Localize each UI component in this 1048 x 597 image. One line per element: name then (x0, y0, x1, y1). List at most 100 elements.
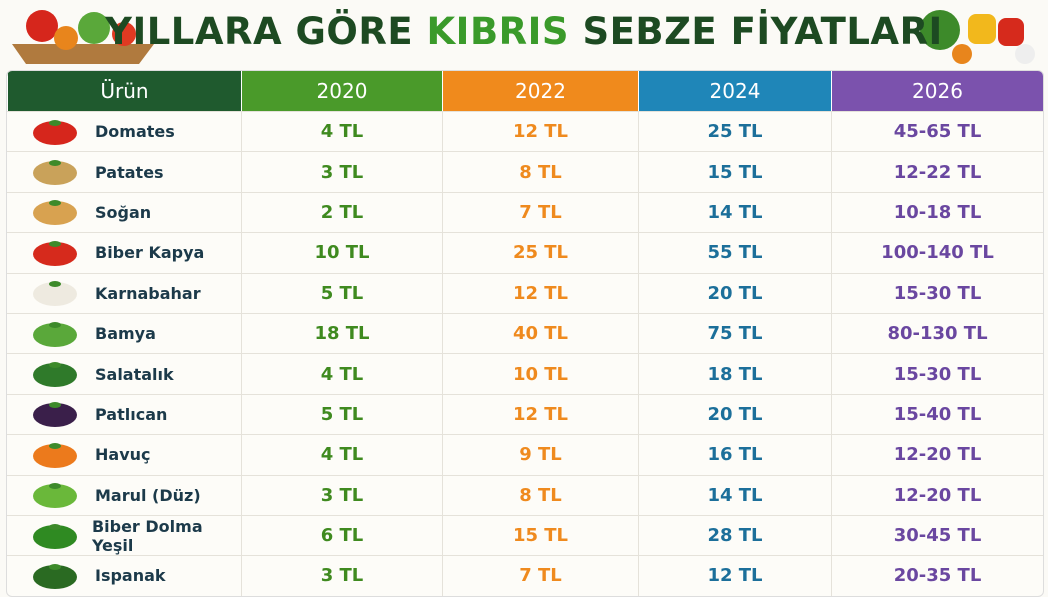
price-cell: 100-140 TL (831, 233, 1043, 273)
product-cell: Karnabahar (7, 274, 241, 313)
price-cell: 12-20 TL (831, 475, 1043, 515)
title: YILLARA GÖRE KIBRIS SEBZE FİYATLARI (0, 6, 1048, 58)
product-cell: Domates (7, 112, 241, 151)
product-cell: Patates (7, 152, 241, 191)
product-name: Biber Kapya (95, 243, 205, 263)
price-cell: 15 TL (638, 152, 831, 192)
table-row: Havuç 4 TL 9 TL 16 TL 12-20 TL (7, 434, 1043, 475)
vegetable-icon (33, 321, 77, 347)
price-cell: 8 TL (442, 475, 638, 515)
price-cell: 55 TL (638, 233, 831, 273)
price-table: Ürün 2020 2022 2024 2026 Domates 4 TL 12 TL 25 T… (6, 70, 1044, 597)
table-row: Patates 3 TL 8 TL 15 TL 12-22 TL (7, 151, 1043, 192)
price-cell: 30-45 TL (831, 515, 1043, 556)
header-cell: 2024 (638, 71, 831, 111)
price-cell: 14 TL (638, 475, 831, 515)
product-cell: Bamya (7, 314, 241, 353)
price-cell: 25 TL (638, 112, 831, 152)
product-name: Salatalık (95, 364, 174, 384)
title-part: YILLARA GÖRE (105, 10, 414, 53)
product-cell: Biber Dolma Yeşil (7, 516, 241, 555)
vegetable-icon (33, 402, 77, 428)
price-cell: 3 TL (241, 152, 442, 192)
vegetable-group-right (920, 10, 1035, 64)
product-name: Bamya (95, 324, 156, 344)
price-cell: 12 TL (442, 112, 638, 152)
vegetable-basket-left (12, 10, 154, 64)
title-part: SEBZE FİYATLARI (582, 10, 943, 53)
price-cell: 15-30 TL (831, 273, 1043, 313)
price-cell: 10 TL (442, 354, 638, 394)
price-cell: 15 TL (442, 515, 638, 556)
price-cell: 16 TL (638, 435, 831, 475)
price-cell: 10 TL (241, 233, 442, 273)
price-cell: 40 TL (442, 313, 638, 354)
table-row: Salatalık 4 TL 10 TL 18 TL 15-30 TL (7, 353, 1043, 394)
product-name: Havuç (95, 445, 151, 465)
price-cell: 12 TL (442, 273, 638, 313)
vegetable-icon (33, 160, 77, 186)
vegetable-icon (33, 563, 77, 589)
product-name: Biber Dolma Yeşil (91, 516, 203, 555)
price-cell: 18 TL (241, 313, 442, 354)
product-cell: Marul (Düz) (7, 476, 241, 515)
price-cell: 12-22 TL (831, 152, 1043, 192)
price-cell: 75 TL (638, 313, 831, 354)
header-cell: 2022 (442, 71, 638, 111)
price-cell: 4 TL (241, 354, 442, 394)
product-name: Domates (95, 122, 175, 142)
price-cell: 7 TL (442, 192, 638, 233)
table-row: Bamya 18 TL 40 TL 75 TL 80-130 TL (7, 312, 1043, 354)
price-cell: 9 TL (442, 435, 638, 475)
price-cell: 6 TL (241, 515, 442, 556)
product-cell: Salatalık (7, 354, 241, 393)
table-row: Karnabahar 5 TL 12 TL 20 TL 15-30 TL (7, 272, 1043, 313)
price-cell: 12-20 TL (831, 435, 1043, 475)
price-cell: 8 TL (442, 152, 638, 192)
vegetable-icon (33, 362, 77, 388)
table-row: Ispanak 3 TL 7 TL 12 TL 20-35 TL (7, 555, 1043, 596)
price-cell: 10-18 TL (831, 192, 1043, 233)
table-row: Biber Kapya 10 TL 25 TL 55 TL 100-140 TL (7, 232, 1043, 273)
product-cell: Patlıcan (7, 395, 241, 434)
price-cell: 20 TL (638, 273, 831, 313)
vegetable-icon (33, 240, 77, 266)
table-row: Soğan 2 TL 7 TL 14 TL 10-18 TL (7, 191, 1043, 233)
product-name: Patlıcan (95, 404, 168, 424)
price-cell: 45-65 TL (831, 112, 1043, 152)
product-name: Soğan (95, 202, 152, 222)
product-cell: Havuç (7, 435, 241, 474)
header-cell: Ürün (7, 71, 241, 111)
product-name: Ispanak (95, 566, 166, 586)
price-cell: 4 TL (241, 112, 442, 152)
price-cell: 28 TL (638, 515, 831, 556)
vegetable-icon (33, 119, 77, 145)
product-cell: Biber Kapya (7, 233, 241, 272)
table-row: Marul (Düz) 3 TL 8 TL 14 TL 12-20 TL (7, 474, 1043, 515)
price-cell: 18 TL (638, 354, 831, 394)
price-cell: 3 TL (241, 556, 442, 596)
price-cell: 12 TL (638, 556, 831, 596)
vegetable-icon (33, 281, 77, 307)
product-cell: Soğan (7, 193, 241, 232)
price-cell: 4 TL (241, 435, 442, 475)
header-row: Ürün 2020 2022 2024 2026 (7, 71, 1043, 111)
price-cell: 2 TL (241, 192, 442, 233)
header-cell: 2020 (241, 71, 442, 111)
vegetable-icon (33, 523, 77, 549)
product-name: Karnabahar (95, 283, 201, 303)
price-cell: 14 TL (638, 192, 831, 233)
table-row: Patlıcan 5 TL 12 TL 20 TL 15-40 TL (7, 393, 1043, 435)
vegetable-icon (33, 442, 77, 468)
price-cell: 7 TL (442, 556, 638, 596)
table-row: Biber Dolma Yeşil 6 TL 15 TL 28 TL 30-45 TL (7, 514, 1043, 556)
product-name: Patates (95, 162, 164, 182)
header-cell: 2026 (831, 71, 1043, 111)
price-cell: 15-40 TL (831, 394, 1043, 435)
price-cell: 20-35 TL (831, 556, 1043, 596)
price-cell: 3 TL (241, 475, 442, 515)
price-cell: 25 TL (442, 233, 638, 273)
price-cell: 20 TL (638, 394, 831, 435)
price-cell: 5 TL (241, 394, 442, 435)
